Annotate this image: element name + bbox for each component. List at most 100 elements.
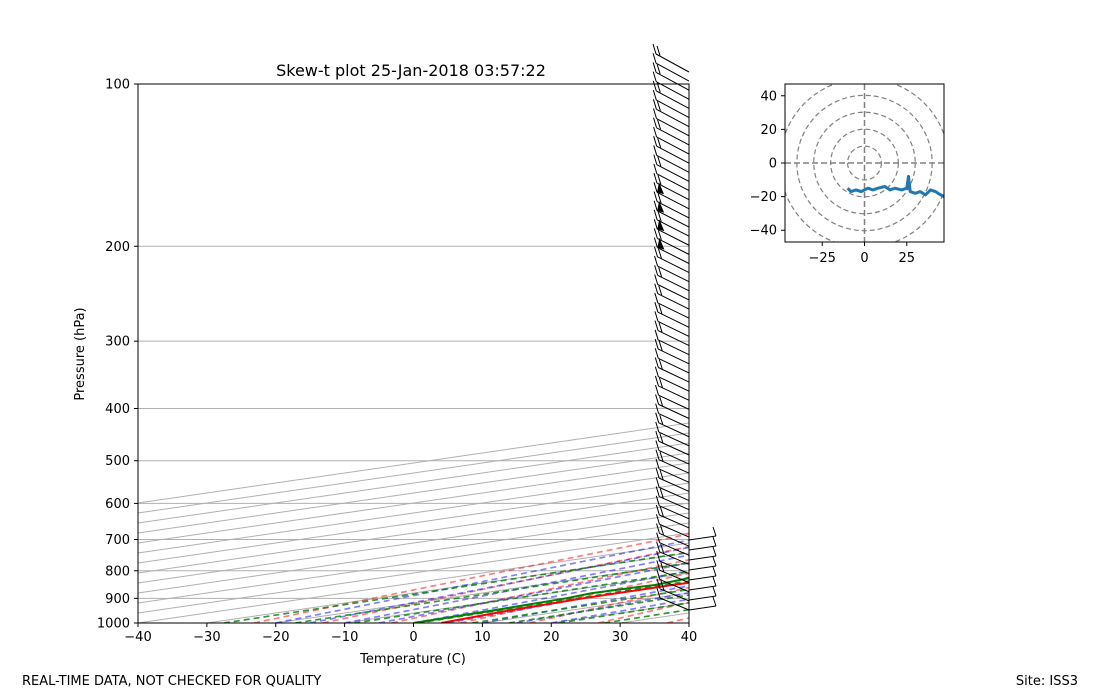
wind-barb: [658, 403, 690, 419]
x-tick-label: 10: [474, 630, 491, 645]
wind-barb-flag: [657, 211, 662, 222]
wind-barb-flag: [660, 525, 665, 536]
dry-adiabat: [529, 586, 689, 623]
moist-adiabat: [413, 570, 689, 623]
skewt-frame: [137, 83, 690, 624]
isotherm: [138, 422, 689, 504]
skewt-series: [413, 576, 689, 623]
mixing-ratio-line: [295, 561, 689, 623]
wind-barb: [658, 357, 690, 374]
wind-barb: [656, 90, 690, 109]
wind-barb-pennant: [657, 182, 665, 195]
isotherm: [275, 562, 689, 623]
wind-barb-flag: [653, 154, 658, 165]
isotherm: [138, 512, 689, 594]
wind-barb-flag: [712, 576, 717, 587]
wind-barb: [658, 459, 690, 474]
y-tick-label: 500: [105, 454, 130, 469]
isotherm: [138, 522, 689, 604]
dry-adiabat: [667, 617, 689, 623]
isotherm: [688, 622, 689, 623]
wind-barb: [656, 99, 690, 119]
skewt-grid: [138, 84, 689, 623]
wind-barb-flag: [657, 174, 662, 185]
wind-barb-flag: [655, 412, 660, 423]
wind-barb-flag: [660, 580, 665, 591]
hodograph-grid: [785, 84, 944, 242]
wind-barb: [656, 127, 690, 146]
moist-adiabat: [344, 554, 689, 623]
mixing-ratio-line: [508, 594, 689, 623]
wind-barb: [656, 182, 690, 201]
x-tick-label: −10: [331, 630, 358, 645]
wind-barb-flag: [655, 495, 660, 506]
wind-barb: [658, 477, 690, 492]
hodograph-axes: −25 0 25 40 20 0 −20 −40: [750, 89, 915, 266]
wind-barb-flag: [654, 302, 659, 313]
wind-barb: [658, 422, 690, 438]
wind-barb-flag: [654, 366, 659, 377]
wind-barb: [657, 330, 690, 347]
wind-barb: [658, 440, 690, 456]
wind-barb-flag: [658, 359, 663, 370]
wind-barb: [659, 523, 690, 538]
wind-barb-flag: [653, 191, 658, 202]
isotherm: [413, 582, 689, 623]
wind-barb-flag: [656, 569, 661, 580]
isotherm: [551, 602, 689, 623]
wind-barb: [658, 385, 690, 401]
wind-barb-flag: [658, 267, 663, 277]
wind-barb-flag: [656, 578, 661, 589]
wind-barb-flag: [655, 449, 660, 460]
dry-adiabat: [253, 533, 689, 623]
hodograph-x-tick-label: 0: [860, 251, 868, 266]
y-tick-label: 600: [105, 497, 130, 512]
wind-barb: [659, 532, 690, 547]
wind-barb-flag: [654, 265, 659, 276]
wind-barb: [657, 265, 690, 283]
wind-barb-flag: [656, 45, 661, 56]
wind-barb-flag: [652, 80, 657, 92]
wind-barb-flag: [657, 193, 662, 204]
wind-barb: [656, 164, 690, 182]
wind-barb-flag: [712, 526, 717, 537]
x-tick-label: 30: [612, 630, 629, 645]
wind-barb-flag: [654, 357, 659, 368]
hodograph-y-tick-label: −40: [750, 224, 777, 239]
wind-barb: [657, 320, 690, 337]
wind-barb-flag: [656, 560, 661, 571]
moist-adiabat: [516, 591, 689, 623]
hodograph-trace: [846, 174, 944, 198]
isotherm: [138, 492, 689, 574]
moist-adiabat: [551, 598, 689, 623]
wind-barb: [657, 293, 690, 310]
wind-barb-flag: [656, 523, 661, 534]
wind-barb-flag: [655, 477, 660, 488]
wind-barb-flag: [660, 562, 665, 572]
wind-barb: [688, 555, 717, 561]
wind-barb: [688, 535, 717, 541]
moist-adiabat: [310, 546, 689, 623]
wind-barb-flag: [712, 586, 717, 597]
wind-barb-flag: [712, 556, 717, 567]
wind-barb: [659, 505, 690, 520]
wind-barb-flag: [655, 394, 660, 405]
site-label: Site: ISS3: [1015, 674, 1078, 689]
wind-barb: [655, 72, 690, 91]
wind-barb-flag: [654, 329, 659, 340]
wind-barb: [657, 247, 690, 264]
wind-barb: [659, 542, 690, 556]
wind-barb-flag: [654, 246, 658, 257]
wind-barb-flag: [655, 467, 660, 479]
hodograph-y-tick-label: 40: [760, 89, 777, 104]
wind-barb: [659, 551, 690, 565]
wind-barb-flag: [658, 377, 663, 388]
moist-adiabat: [482, 585, 689, 623]
wind-barb: [657, 274, 690, 292]
mixing-ratio-line: [354, 570, 689, 623]
wind-barb: [688, 585, 717, 591]
wind-barb: [656, 145, 690, 164]
wind-barb-flag: [658, 322, 663, 333]
isotherm: [344, 572, 689, 623]
wind-barb: [656, 154, 690, 173]
